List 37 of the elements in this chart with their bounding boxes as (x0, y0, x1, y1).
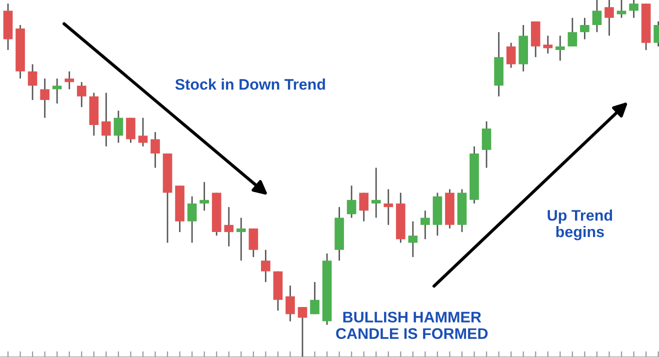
candlestick (28, 64, 38, 101)
candlestick (629, 0, 638, 19)
annotation: BULLISH HAMMER CANDLE IS FORMED (336, 312, 488, 339)
candlestick (384, 188, 394, 226)
candlestick (76, 81, 86, 108)
candlestick (52, 78, 62, 104)
candlestick (592, 0, 602, 33)
candlestick (187, 196, 197, 244)
candlestick (482, 120, 492, 168)
candlestick (64, 70, 74, 90)
candlestick (101, 92, 111, 148)
annotation: Stock in Down Trend (175, 78, 325, 90)
candlestick (261, 249, 270, 283)
candlestick (616, 0, 626, 19)
candlestick (604, 0, 614, 36)
candlestick (200, 181, 209, 212)
candlestick (506, 42, 516, 69)
candlestick (40, 78, 50, 119)
candlestick (555, 35, 565, 62)
candlestick (224, 206, 234, 248)
candlestick (310, 281, 320, 315)
candlestick (236, 217, 246, 262)
candlestick (126, 117, 136, 144)
candlestick (568, 17, 578, 48)
annotation: Up Trend begins (548, 210, 612, 240)
candlestick (420, 210, 430, 240)
candlestick (346, 184, 356, 218)
candlestick (580, 17, 590, 40)
candlestick (114, 110, 124, 144)
candlestick (359, 192, 368, 222)
candlestick (248, 228, 258, 258)
candlestick (138, 117, 148, 148)
candlestick (543, 35, 553, 54)
candlestick (371, 167, 381, 218)
candlestick (150, 131, 160, 168)
candlestick (286, 284, 295, 322)
candlestick (408, 220, 418, 258)
